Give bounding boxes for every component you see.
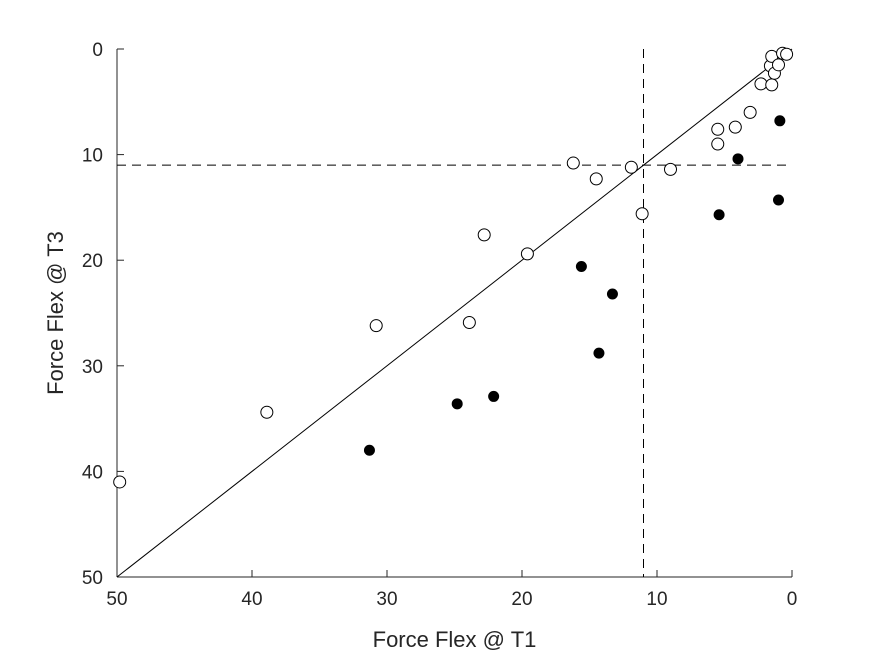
filled-data-point (732, 153, 744, 165)
filled-data-point (606, 288, 618, 300)
axes: 50 40 30 20 10 0 0 10 20 30 40 50 (82, 40, 797, 610)
open-data-point (743, 105, 757, 119)
open-data-point (711, 122, 725, 136)
x-tick-label: 0 (787, 589, 798, 610)
filled-data-point (488, 390, 500, 402)
x-tick-label: 10 (646, 589, 667, 610)
x-axis-label: Force Flex @ T1 (373, 627, 537, 652)
open-data-point (260, 405, 274, 419)
open-data-point (664, 162, 677, 176)
filled-data-point (713, 209, 725, 221)
open-data-point (589, 172, 603, 186)
x-tick-label: 40 (241, 589, 262, 610)
y-tick-label: 10 (82, 146, 103, 167)
data-points (113, 46, 794, 489)
y-tick-label: 50 (82, 568, 103, 589)
open-data-point (624, 160, 638, 174)
open-data-point (772, 58, 785, 72)
x-tick-label: 50 (106, 589, 127, 610)
filled-data-point (451, 398, 463, 410)
x-tick-label: 20 (511, 589, 532, 610)
identity-line (116, 48, 793, 578)
filled-data-point (363, 444, 375, 456)
open-data-point (369, 319, 383, 333)
open-data-point (113, 475, 127, 489)
y-tick-label: 40 (82, 462, 103, 483)
open-data-point (711, 137, 725, 151)
filled-data-point (773, 194, 784, 206)
open-data-point (728, 120, 742, 134)
y-axis-label: Force Flex @ T3 (43, 231, 68, 395)
open-data-point (520, 247, 534, 261)
y-tick-label: 30 (82, 357, 103, 378)
open-data-point (566, 156, 580, 170)
y-tick-label: 0 (92, 40, 103, 61)
open-data-point (765, 78, 779, 92)
open-data-point (635, 207, 649, 221)
filled-data-point (575, 261, 587, 273)
open-data-point (462, 316, 476, 330)
filled-data-point (774, 115, 786, 127)
open-data-point (477, 228, 491, 242)
filled-data-point (593, 347, 605, 359)
open-data-point (754, 77, 768, 91)
reference-lines (116, 48, 793, 578)
open-data-point (780, 47, 794, 61)
x-tick-label: 30 (376, 589, 397, 610)
y-tick-label: 20 (82, 251, 103, 272)
